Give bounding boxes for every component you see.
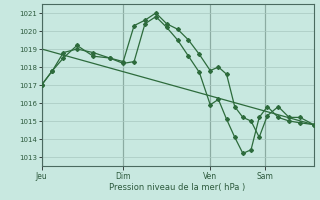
X-axis label: Pression niveau de la mer( hPa ): Pression niveau de la mer( hPa ) [109,183,246,192]
